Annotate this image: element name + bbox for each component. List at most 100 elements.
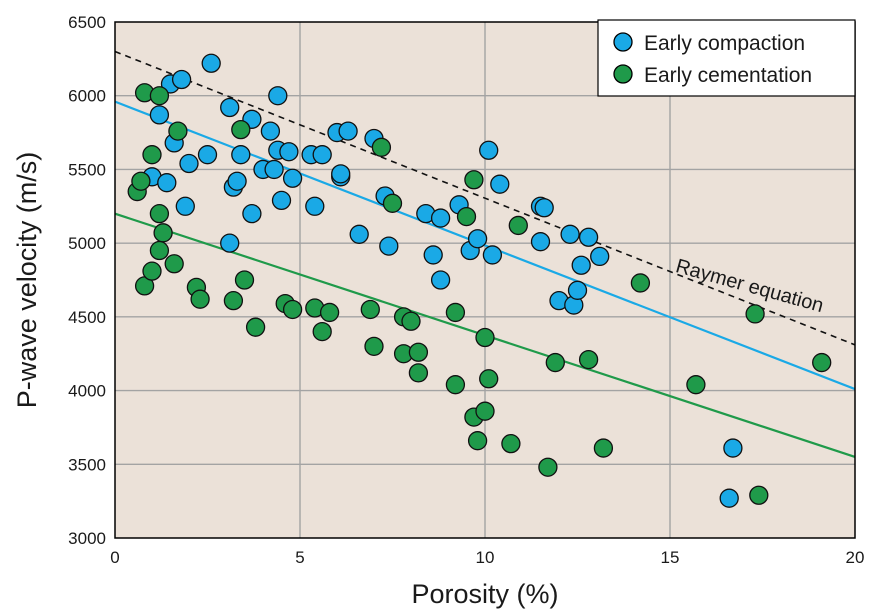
point-early-cementation — [142, 145, 162, 165]
point-early-cementation — [164, 254, 184, 274]
point-early-compaction — [260, 121, 281, 141]
point-early-compaction — [282, 168, 303, 188]
y-axis-label: P-wave velocity (m/s) — [12, 152, 42, 409]
legend-label-early-compaction: Early compaction — [644, 32, 805, 55]
point-early-cementation — [464, 170, 484, 190]
legend-marker-early-compaction — [613, 32, 633, 52]
x-tick-label: 10 — [476, 548, 495, 567]
y-tick-label: 5500 — [68, 160, 106, 179]
plot-frame — [114, 21, 856, 539]
point-early-cementation — [630, 273, 651, 293]
point-early-compaction — [231, 145, 251, 165]
point-early-cementation — [475, 401, 495, 421]
x-tick-label: 20 — [846, 548, 865, 567]
point-early-cementation — [812, 352, 832, 373]
y-tick-label: 4500 — [68, 308, 106, 327]
point-early-cementation — [445, 375, 466, 395]
y-tick-label: 3000 — [68, 529, 106, 548]
x-tick-label: 15 — [661, 548, 680, 567]
point-early-cementation — [456, 206, 477, 227]
y-tick-label: 6000 — [68, 87, 106, 106]
point-early-cementation — [371, 137, 392, 157]
x-tick-labels: 0 5 10 15 20 — [110, 548, 864, 567]
point-early-compaction — [179, 153, 199, 174]
point-early-compaction — [264, 159, 284, 180]
point-early-compaction — [567, 280, 588, 300]
point-early-cementation — [312, 321, 332, 342]
point-early-compaction — [149, 105, 170, 125]
point-early-compaction — [530, 232, 551, 252]
grid-lines — [115, 22, 855, 538]
x-tick-label: 5 — [295, 548, 304, 567]
point-early-cementation — [408, 342, 429, 362]
point-early-cementation — [745, 304, 765, 324]
point-early-cementation — [149, 204, 170, 224]
point-early-cementation — [142, 261, 162, 281]
point-early-compaction — [423, 245, 443, 265]
point-early-compaction — [157, 173, 177, 193]
point-early-cementation — [360, 299, 380, 320]
point-early-cementation — [408, 363, 429, 383]
y-tick-label: 3500 — [68, 455, 106, 474]
point-early-compaction — [171, 69, 192, 90]
raymer-equation-line — [115, 50, 855, 346]
point-early-compaction — [379, 236, 399, 256]
point-early-cementation — [168, 121, 188, 141]
point-early-cementation — [223, 290, 244, 311]
point-early-cementation — [593, 438, 614, 458]
point-early-cementation — [149, 240, 170, 261]
point-early-cementation — [131, 171, 151, 191]
point-early-compaction — [271, 190, 292, 211]
point-early-cementation — [364, 336, 384, 356]
point-early-compaction — [723, 438, 743, 458]
point-early-compaction — [430, 270, 451, 290]
point-early-compaction — [220, 97, 240, 118]
point-early-compaction — [719, 488, 739, 508]
point-early-cementation — [538, 457, 558, 477]
point-early-cementation — [282, 299, 303, 320]
legend-box — [597, 19, 856, 97]
point-early-cementation — [231, 119, 251, 140]
point-early-compaction — [220, 233, 240, 253]
point-early-compaction — [479, 140, 499, 160]
point-early-cementation — [578, 349, 599, 370]
point-early-compaction — [201, 53, 221, 73]
point-early-compaction — [312, 145, 332, 165]
x-axis-label: Porosity (%) — [411, 579, 558, 609]
point-early-compaction — [197, 145, 218, 165]
point-early-compaction — [338, 121, 358, 141]
point-early-compaction — [279, 142, 299, 162]
point-early-compaction — [305, 196, 325, 216]
point-early-compaction — [467, 229, 488, 249]
point-early-cementation — [245, 317, 266, 337]
point-early-cementation — [382, 193, 403, 213]
y-tick-label: 5000 — [68, 234, 106, 253]
point-early-cementation — [475, 327, 495, 348]
point-early-cementation — [445, 302, 466, 323]
point-early-cementation — [319, 302, 340, 323]
legend-label-early-cementation: Early cementation — [644, 64, 812, 87]
point-early-compaction — [349, 224, 369, 244]
point-early-compaction — [227, 171, 247, 191]
point-early-compaction — [490, 174, 510, 194]
point-early-cementation — [508, 215, 528, 236]
point-early-cementation — [501, 433, 521, 454]
point-early-compaction — [578, 227, 599, 247]
point-early-cementation — [401, 311, 421, 331]
point-early-compaction — [590, 246, 610, 267]
y-tick-labels: 3000 3500 4000 4500 5000 5500 6000 6500 — [68, 13, 106, 548]
point-early-compaction — [430, 208, 451, 228]
data-points — [127, 53, 832, 508]
y-tick-label: 4000 — [68, 382, 106, 401]
point-early-cementation — [234, 270, 255, 290]
point-early-cementation — [545, 352, 565, 373]
point-early-compaction — [571, 255, 591, 275]
point-early-cementation — [686, 375, 706, 395]
point-early-cementation — [153, 223, 173, 243]
point-early-compaction — [268, 86, 288, 106]
point-early-cementation — [190, 289, 210, 309]
legend: Early compaction Early cementation — [597, 19, 856, 97]
point-early-compaction — [331, 164, 351, 184]
point-early-cementation — [749, 485, 769, 505]
point-early-compaction — [482, 245, 503, 265]
